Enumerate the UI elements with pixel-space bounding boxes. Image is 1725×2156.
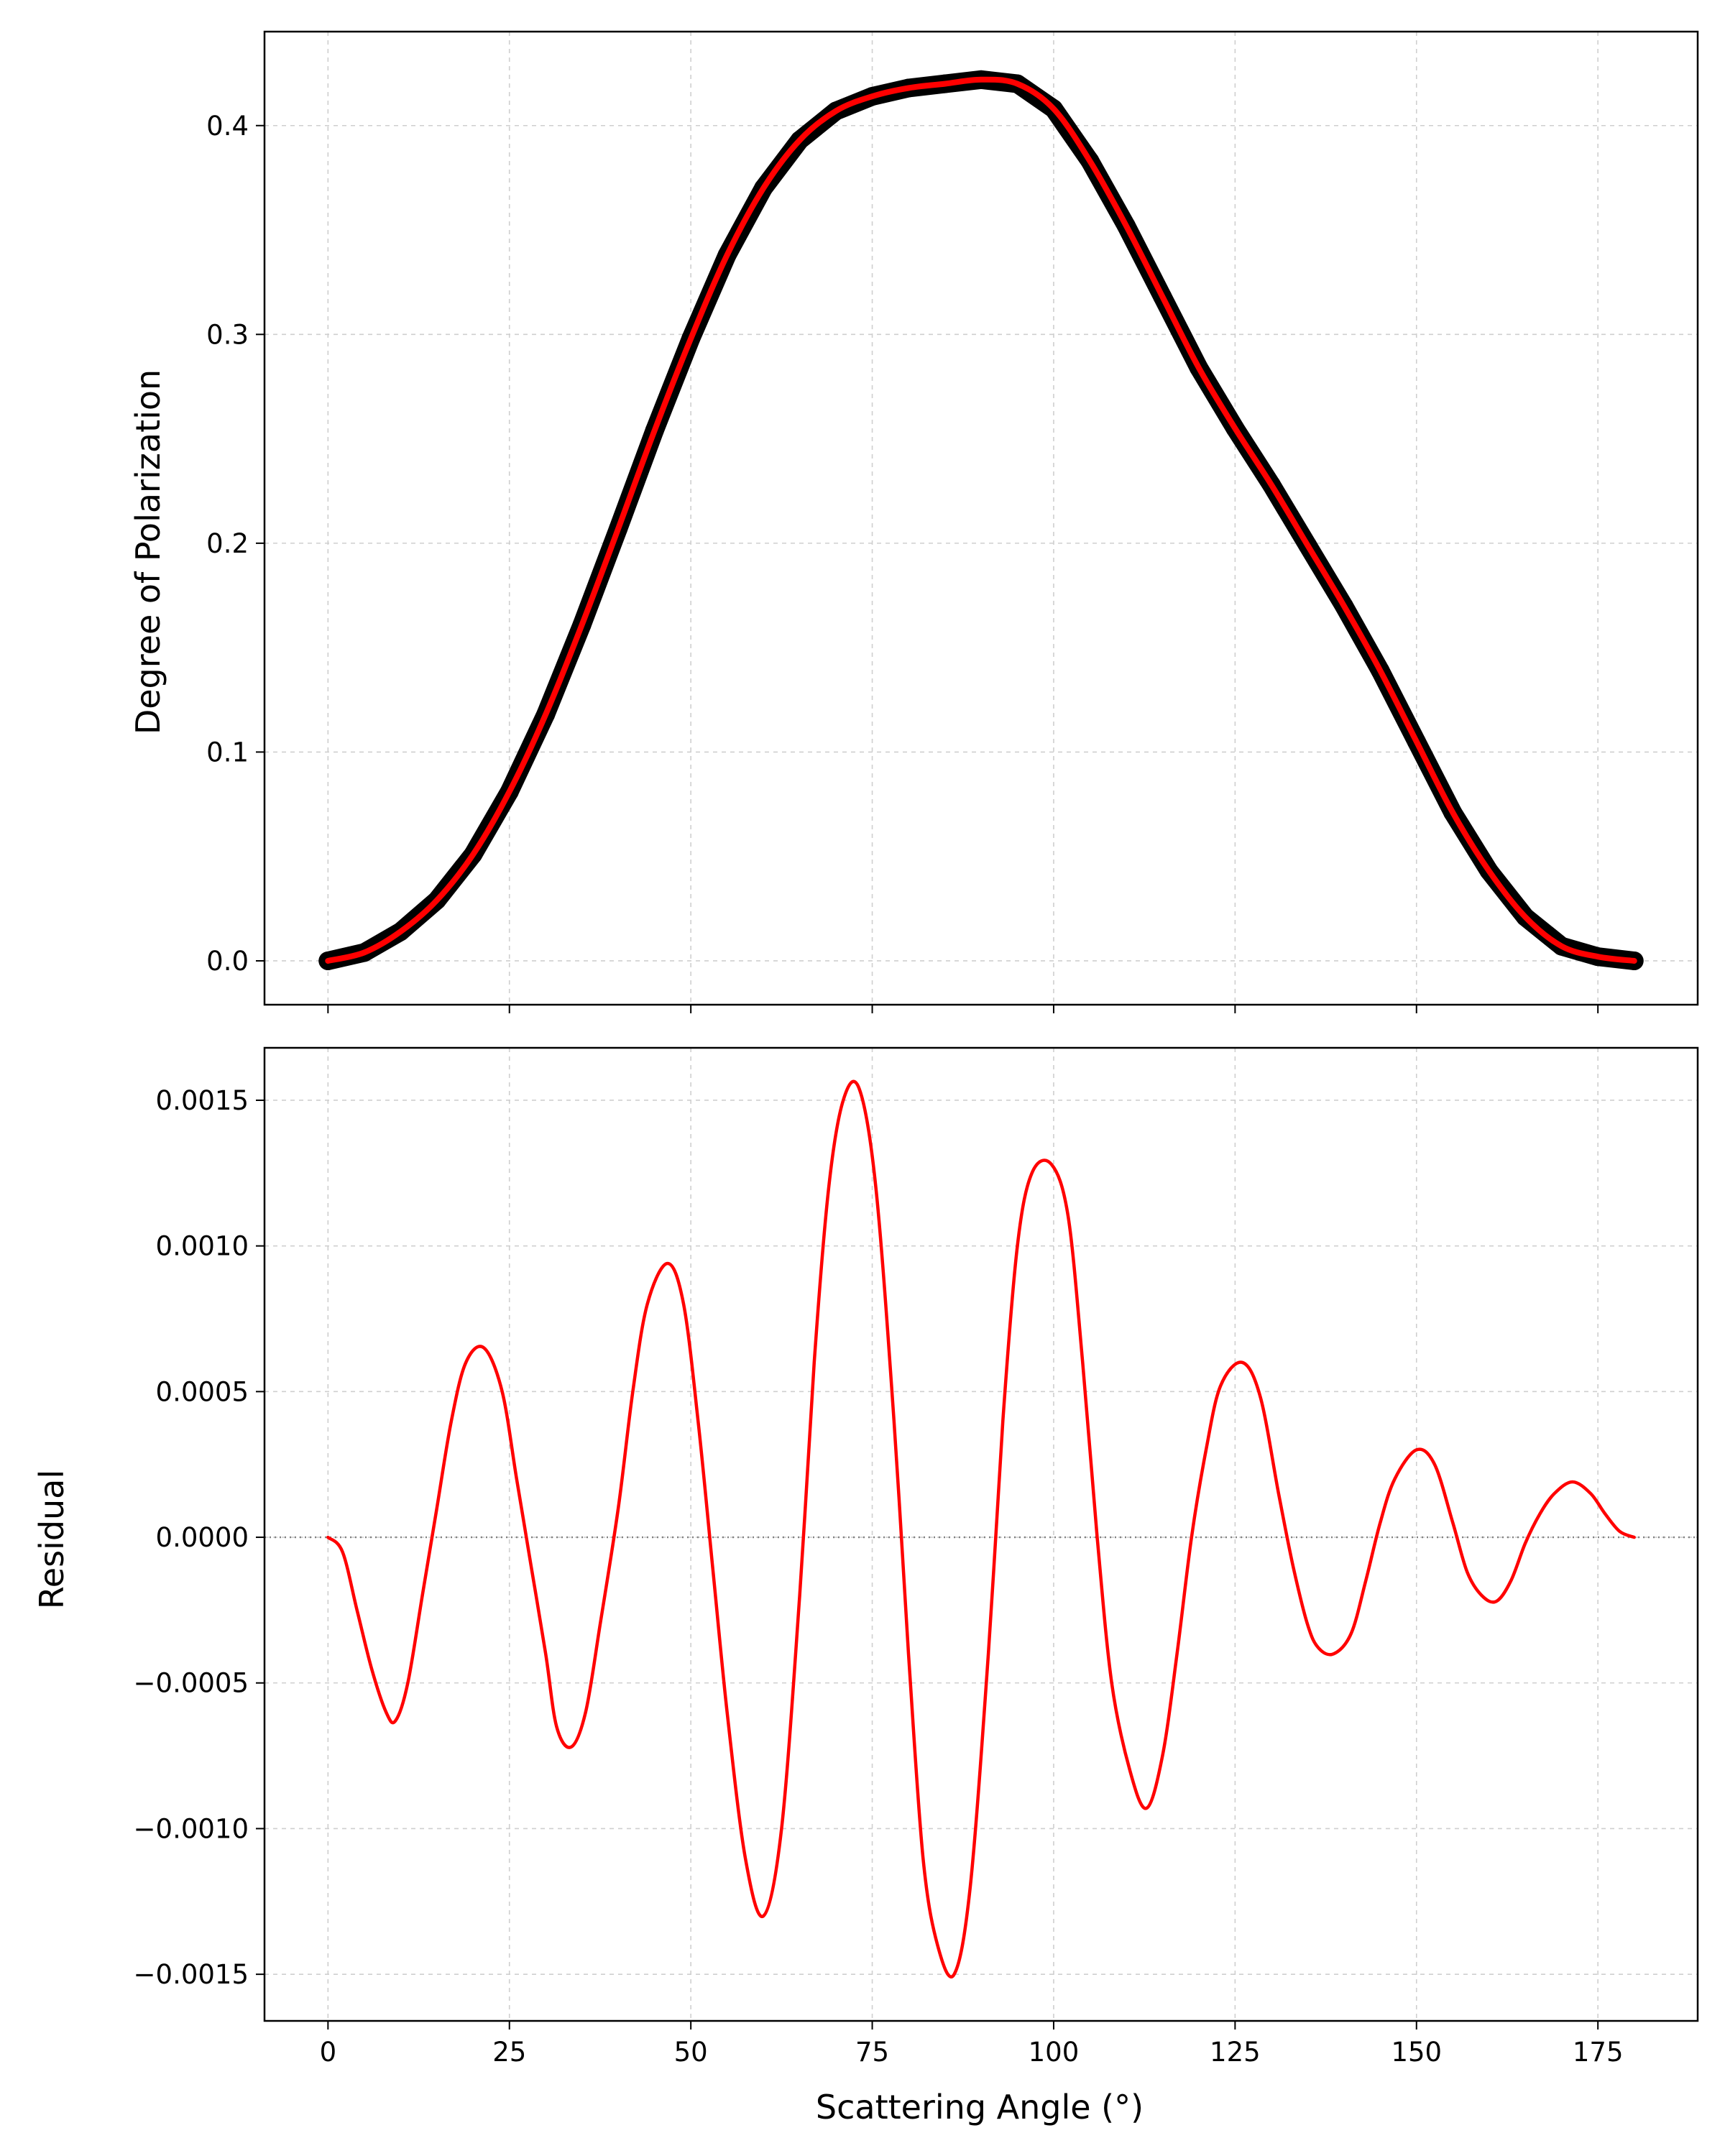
residual-x-tick-label: 0 — [320, 2037, 337, 2068]
polarization-y-tick-label: 0.0 — [206, 946, 249, 977]
residual-x-tick-label: 25 — [492, 2037, 526, 2068]
residual-y-ticks: −0.0015 −0.0010 −0.0005 0.0000 0.0005 0.0010 0… — [134, 1085, 264, 1990]
residual-line — [326, 1079, 1636, 1978]
residual-y-axis-label: Residual — [32, 1470, 71, 1609]
polarization-grid — [264, 32, 1698, 1005]
polarization-y-ticks: 0.0 0.1 0.2 0.3 0.4 — [206, 111, 264, 977]
polarization-y-tick-label: 0.1 — [206, 737, 249, 768]
residual-panel: 0 25 50 75 100 125 150 175 −0.0015 −0.0010 −0.000… — [32, 1046, 1699, 2127]
residual-y-tick-label: −0.0015 — [134, 1959, 249, 1990]
residual-x-tick-label: 75 — [855, 2037, 889, 2068]
residual-x-tick-label: 150 — [1391, 2037, 1442, 2068]
residual-y-tick-label: 0.0015 — [156, 1085, 249, 1116]
residual-x-ticks: 0 25 50 75 100 125 150 175 — [320, 2021, 1624, 2068]
residual-y-tick-label: 0.0010 — [156, 1231, 249, 1262]
polarization-series — [318, 70, 1644, 970]
residual-x-axis-label: Scattering Angle (°) — [816, 2088, 1144, 2127]
residual-y-tick-label: 0.0000 — [156, 1522, 249, 1553]
polarization-x-ticks — [327, 1005, 1599, 1013]
polarization-line — [325, 76, 1637, 964]
residual-series — [326, 1079, 1636, 1978]
polarization-plot-frame — [263, 30, 1699, 1006]
polarization-y-tick-label: 0.2 — [206, 528, 249, 559]
residual-x-tick-label: 100 — [1029, 2037, 1080, 2068]
polarization-y-tick-label: 0.3 — [206, 319, 249, 350]
residual-x-tick-label: 50 — [674, 2037, 708, 2068]
residual-x-tick-label: 175 — [1573, 2037, 1624, 2068]
polarization-y-tick-label: 0.4 — [206, 111, 249, 142]
polarization-panel: 0.0 0.1 0.2 0.3 0.4 Degree of Polarization — [129, 30, 1699, 1013]
residual-plot-frame — [263, 1046, 1699, 2022]
residual-grid — [264, 1048, 1698, 2021]
residual-y-tick-label: −0.0010 — [134, 1813, 249, 1844]
polarization-y-axis-label: Degree of Polarization — [129, 369, 167, 734]
residual-y-tick-label: −0.0005 — [134, 1668, 249, 1699]
residual-y-tick-label: 0.0005 — [156, 1376, 249, 1407]
residual-x-tick-label: 125 — [1210, 2037, 1261, 2068]
